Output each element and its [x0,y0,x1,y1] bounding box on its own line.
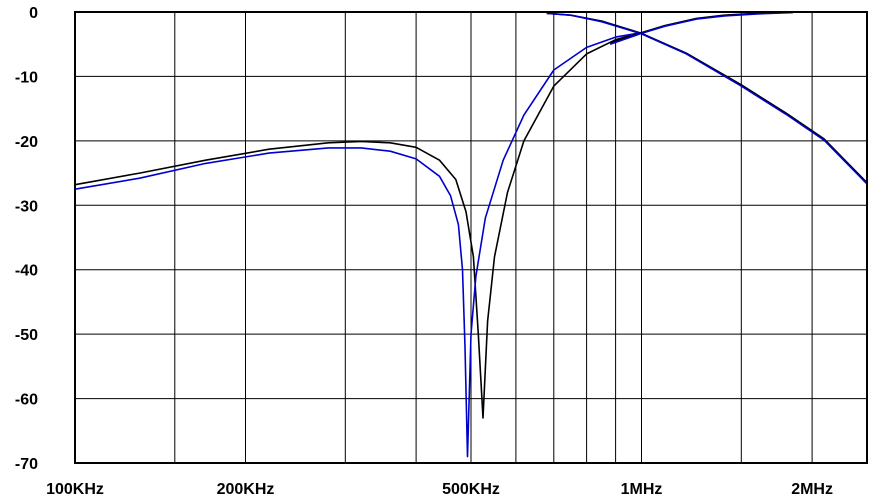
series-line-1 [74,31,642,419]
y-tick-label: -50 [15,327,38,344]
y-tick-label: -60 [15,392,38,409]
x-tick-label: 2MHz [791,481,833,498]
plot-frame [74,11,868,464]
x-tick-label: 1MHz [621,481,663,498]
series-line-6 [609,11,793,45]
y-tick-label: -30 [15,198,38,215]
x-axis-ticks: 100KHz 200KHz 500KHz 1MHz 2MHz [46,481,833,498]
series-line-4 [546,12,868,185]
y-tick-label: -70 [15,456,38,473]
y-tick-label: -20 [15,134,38,151]
curves [74,11,868,458]
x-tick-label: 100KHz [46,481,104,498]
x-tick-label: 500KHz [442,481,500,498]
series-line-2 [74,31,642,458]
series-line-3 [546,12,868,184]
y-axis-ticks: 0 -10 -20 -30 -40 -50 -60 -70 [15,5,38,473]
y-tick-label: -10 [15,69,38,86]
y-tick-label: -40 [15,263,38,280]
y-tick-label: 0 [29,5,38,22]
x-tick-label: 200KHz [217,481,275,498]
series-line-5 [609,11,793,44]
